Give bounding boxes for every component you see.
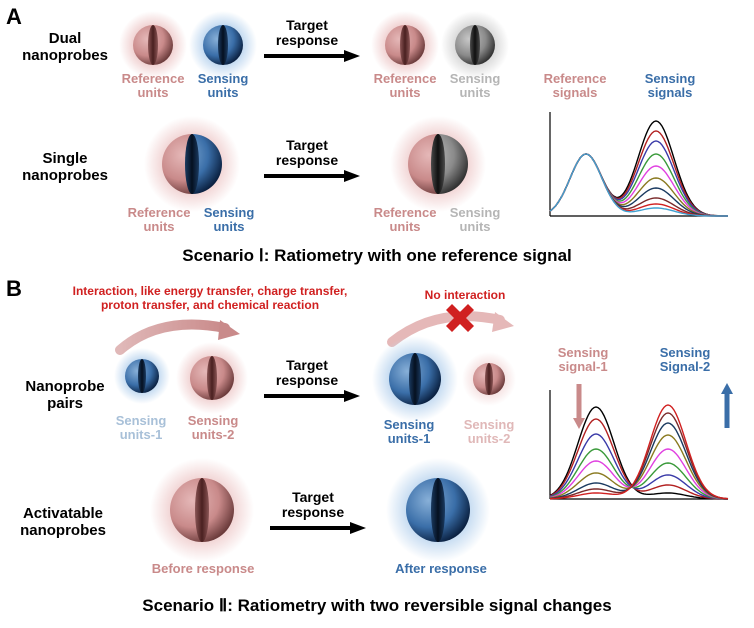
chart-b xyxy=(548,388,733,508)
unit-ref-a1r: Referenceunits xyxy=(368,72,442,101)
unit-sense-a1l: Sensingunits xyxy=(186,72,260,101)
arrow-a2: Targetresponse xyxy=(262,138,362,183)
sphere-b1r-pink xyxy=(460,350,518,413)
red-x-icon xyxy=(442,300,478,336)
unit-sense-a2r: Sensingunits xyxy=(438,206,512,235)
interaction-text: Interaction, like energy transfer, charg… xyxy=(50,284,370,313)
scenario-2-title: Scenario Ⅱ: Ratiometry with two reversib… xyxy=(0,596,754,616)
row-a1-label: Dualnanoprobes xyxy=(10,30,120,65)
unit-sense-a2l: Sensingunits xyxy=(192,206,266,235)
chart-a-ref: Referencesignals xyxy=(535,72,615,101)
unit-ref-a2l: Referenceunits xyxy=(122,206,196,235)
row-a2-label: Singlenanoprobes xyxy=(10,150,120,185)
unit-ref-a1l: Referenceunits xyxy=(116,72,190,101)
sphere-single-a2l xyxy=(142,114,242,219)
row-b2-label: Activatablenanoprobes xyxy=(8,505,118,540)
sphere-b1l-blue xyxy=(112,346,172,411)
sphere-b2l xyxy=(148,456,256,569)
arrow-a1: Targetresponse xyxy=(262,18,362,63)
chart-a xyxy=(548,110,733,225)
after-label: After response xyxy=(376,562,506,576)
panel-b-label: B xyxy=(6,276,22,302)
row-b1-label: Nanoprobepairs xyxy=(10,378,120,413)
sphere-single-a2r xyxy=(388,114,488,219)
unit-b1r-s1: Sensingunits-1 xyxy=(372,418,446,447)
arrow-b1: Targetresponse xyxy=(262,358,362,403)
unit-sense-a1r: Sensingunits xyxy=(438,72,512,101)
unit-b1r-s2: Sensingunits-2 xyxy=(452,418,526,447)
unit-b1l-s1: Sensingunits-1 xyxy=(104,414,178,443)
chart-b-s1: Sensingsignal-1 xyxy=(546,346,620,375)
sphere-b1l-pink xyxy=(174,340,250,421)
unit-ref-a2r: Referenceunits xyxy=(368,206,442,235)
unit-b1l-s2: Sensingunits-2 xyxy=(176,414,250,443)
panel-a-label: A xyxy=(6,4,22,30)
chart-a-sense: Sensingsignals xyxy=(630,72,710,101)
sphere-b1r-blue xyxy=(370,334,460,429)
sphere-b2r xyxy=(384,456,492,569)
arrow-b2: Targetresponse xyxy=(268,490,368,535)
before-label: Before response xyxy=(138,562,268,576)
scenario-1-title: Scenario Ⅰ: Ratiometry with one referenc… xyxy=(0,246,754,266)
chart-b-s2: SensingSignal-2 xyxy=(648,346,722,375)
